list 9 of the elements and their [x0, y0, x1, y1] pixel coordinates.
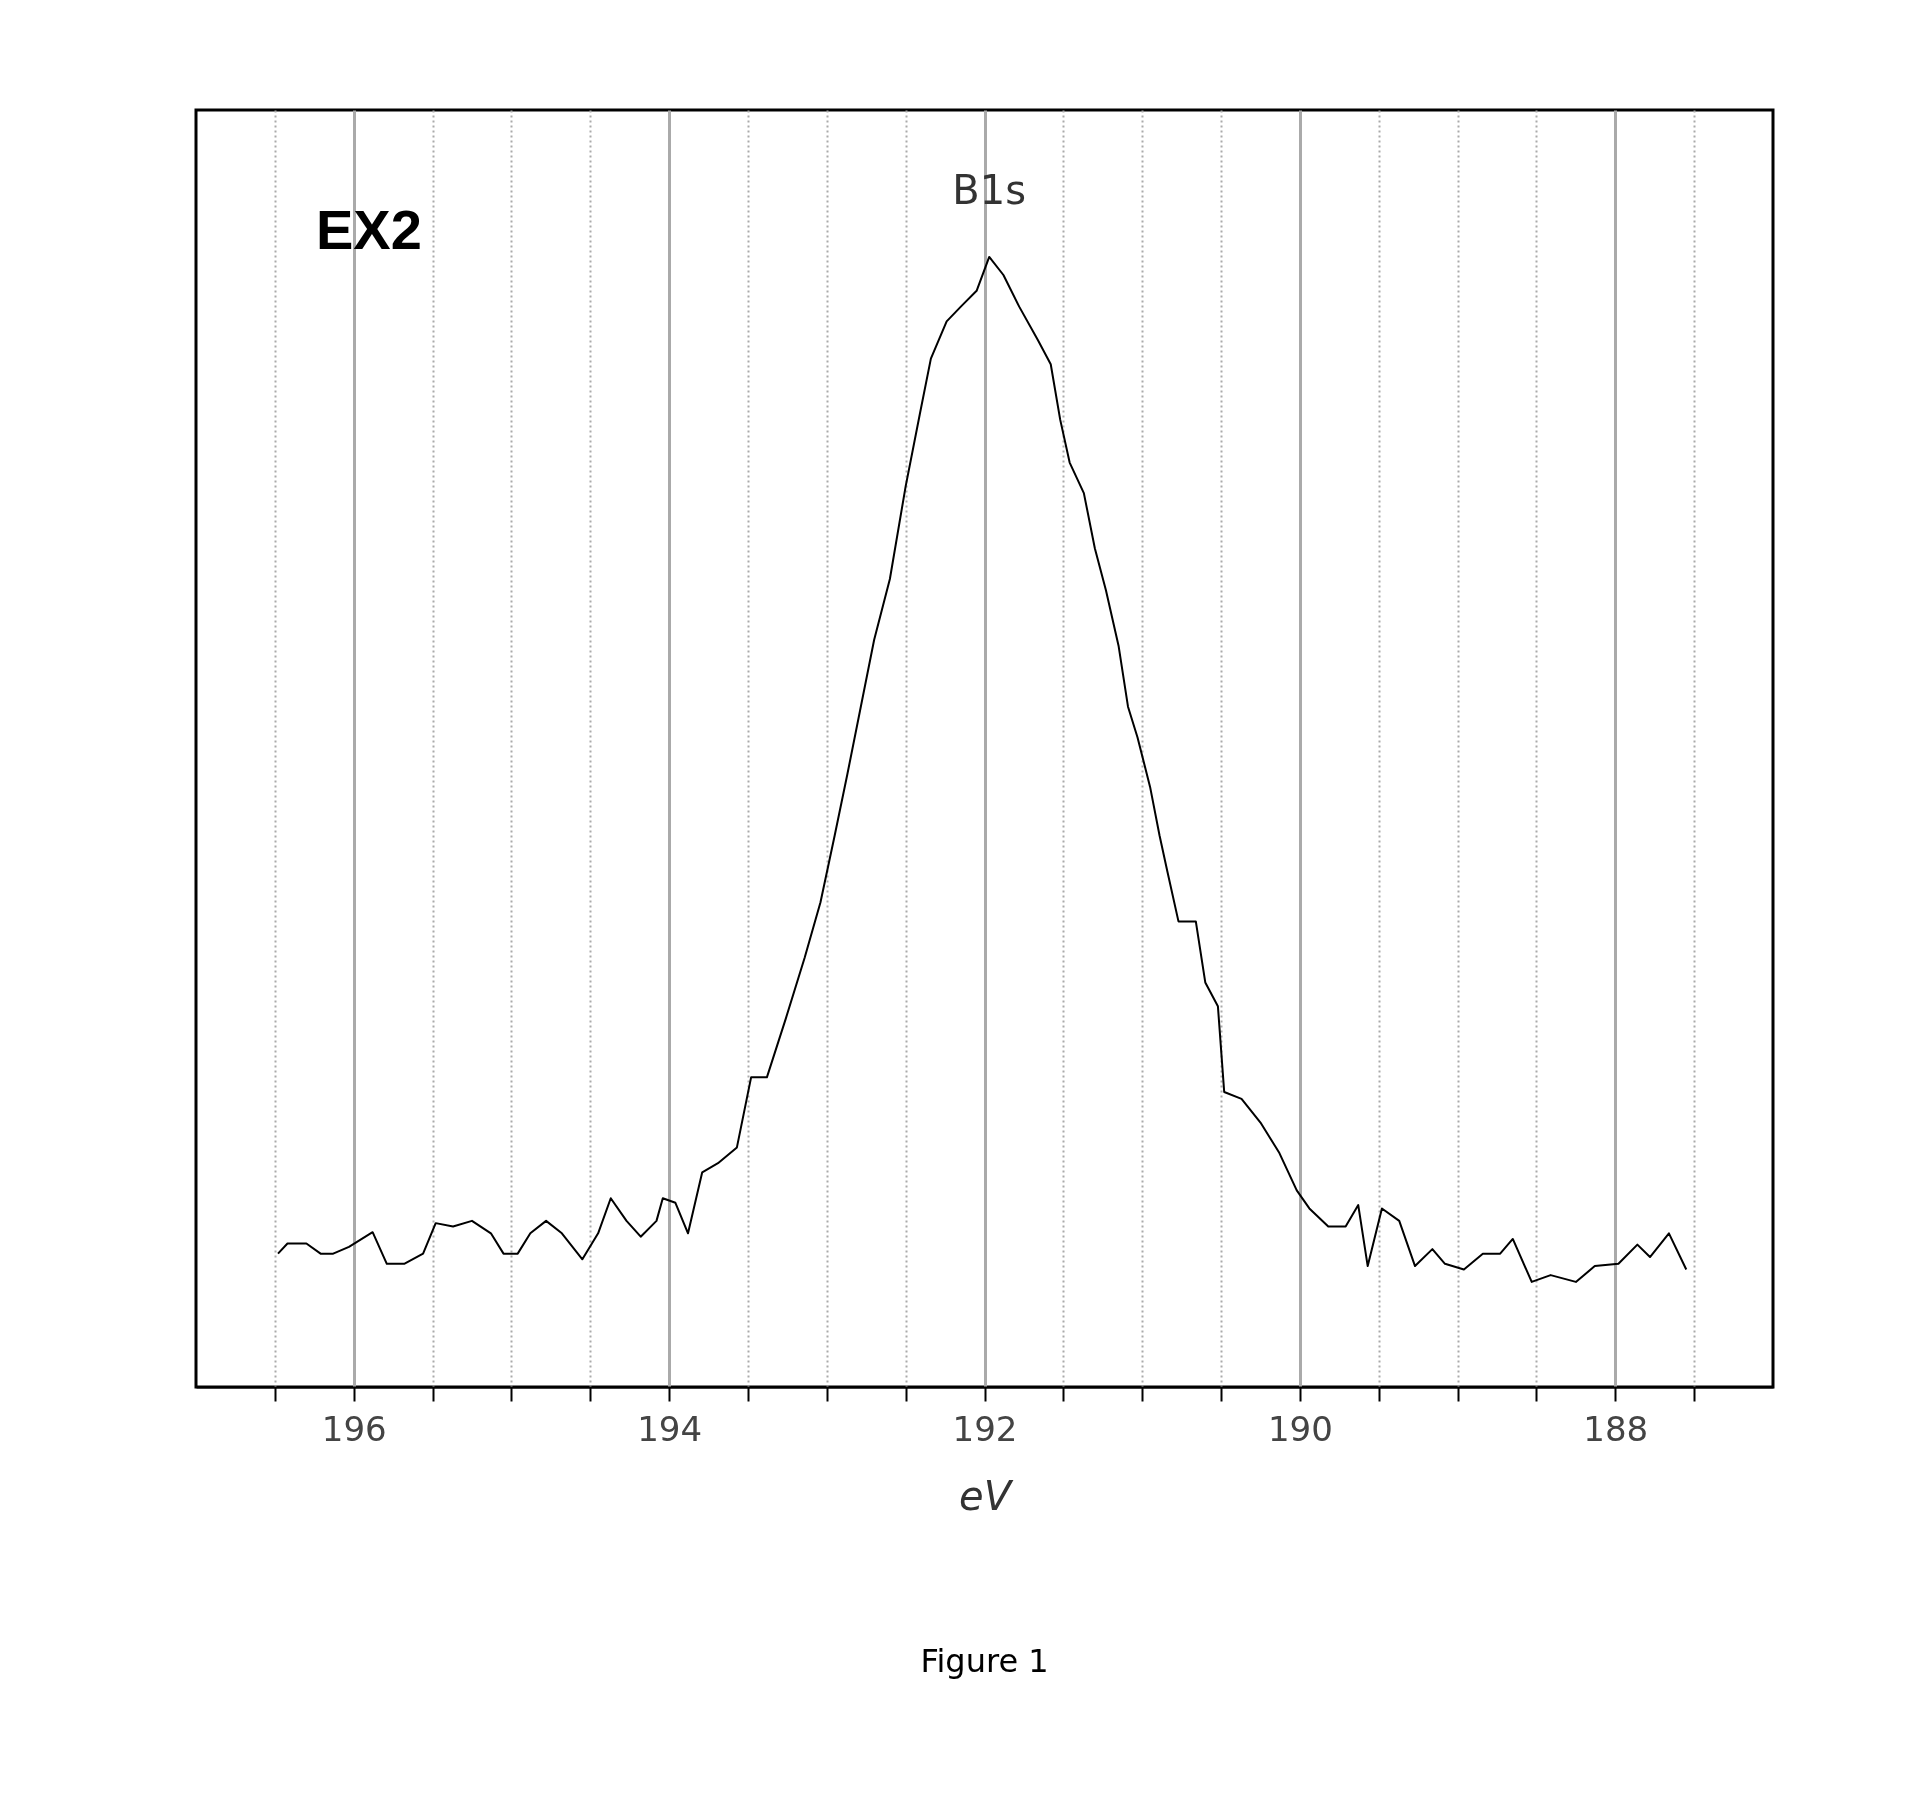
- x-tick-label: 188: [1583, 1408, 1649, 1449]
- x-tick-label: 196: [321, 1408, 387, 1449]
- caption: Figure 1: [920, 1642, 1049, 1680]
- x-tick-label: 192: [952, 1408, 1018, 1449]
- x-tick-label: 194: [637, 1408, 703, 1449]
- x-axis-title: eV: [959, 1472, 1014, 1519]
- annotation: EX2: [316, 198, 422, 261]
- x-tick-label: 190: [1267, 1408, 1333, 1449]
- annotation: B1s: [952, 166, 1027, 213]
